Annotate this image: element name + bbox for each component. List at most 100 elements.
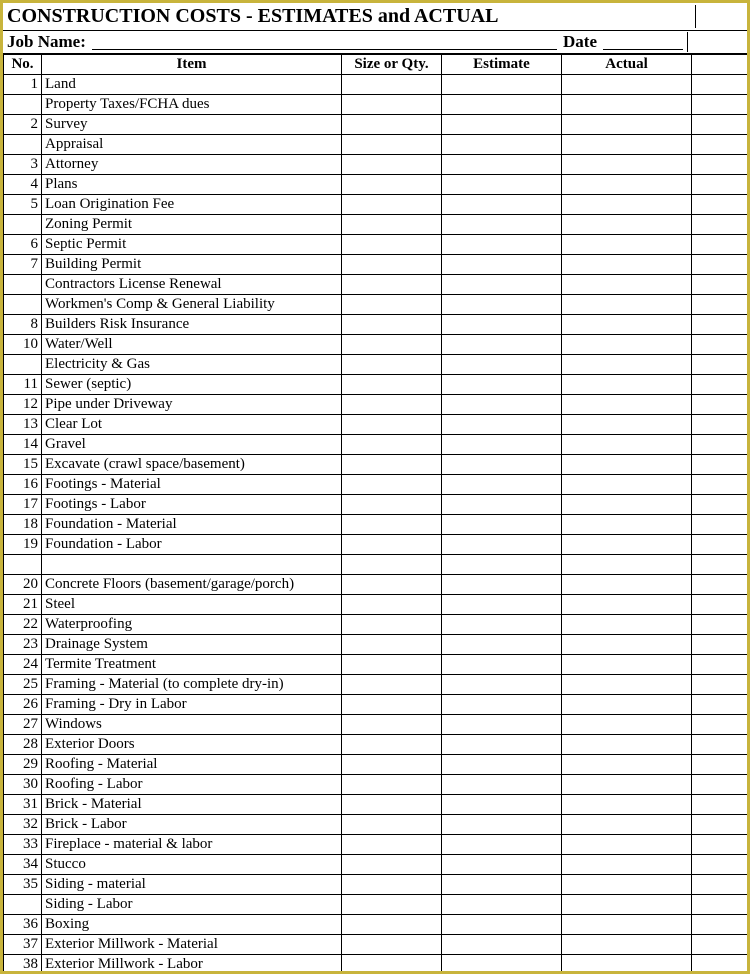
cell-estimate[interactable]	[442, 715, 562, 735]
cell-actual[interactable]	[562, 115, 692, 135]
cell-size[interactable]	[342, 655, 442, 675]
cell-size[interactable]	[342, 675, 442, 695]
cell-estimate[interactable]	[442, 955, 562, 974]
cell-actual[interactable]	[562, 335, 692, 355]
cell-actual[interactable]	[562, 455, 692, 475]
cell-estimate[interactable]	[442, 635, 562, 655]
cell-actual[interactable]	[562, 175, 692, 195]
cell-estimate[interactable]	[442, 775, 562, 795]
cell-size[interactable]	[342, 175, 442, 195]
cell-size[interactable]	[342, 95, 442, 115]
cell-actual[interactable]	[562, 795, 692, 815]
cell-estimate[interactable]	[442, 655, 562, 675]
cell-size[interactable]	[342, 315, 442, 335]
cell-actual[interactable]	[562, 755, 692, 775]
cell-estimate[interactable]	[442, 555, 562, 575]
cell-size[interactable]	[342, 335, 442, 355]
cell-size[interactable]	[342, 535, 442, 555]
cell-size[interactable]	[342, 415, 442, 435]
cell-estimate[interactable]	[442, 135, 562, 155]
cell-actual[interactable]	[562, 835, 692, 855]
cell-estimate[interactable]	[442, 835, 562, 855]
cell-actual[interactable]	[562, 275, 692, 295]
cell-estimate[interactable]	[442, 475, 562, 495]
cell-estimate[interactable]	[442, 275, 562, 295]
cell-actual[interactable]	[562, 655, 692, 675]
cell-actual[interactable]	[562, 95, 692, 115]
cell-actual[interactable]	[562, 815, 692, 835]
cell-actual[interactable]	[562, 715, 692, 735]
job-name-field[interactable]	[92, 35, 557, 50]
cell-estimate[interactable]	[442, 695, 562, 715]
cell-estimate[interactable]	[442, 435, 562, 455]
cell-size[interactable]	[342, 835, 442, 855]
cell-actual[interactable]	[562, 295, 692, 315]
cell-actual[interactable]	[562, 415, 692, 435]
cell-size[interactable]	[342, 615, 442, 635]
cell-estimate[interactable]	[442, 355, 562, 375]
cell-estimate[interactable]	[442, 335, 562, 355]
cell-size[interactable]	[342, 755, 442, 775]
cell-size[interactable]	[342, 695, 442, 715]
cell-actual[interactable]	[562, 135, 692, 155]
cell-actual[interactable]	[562, 355, 692, 375]
cell-estimate[interactable]	[442, 595, 562, 615]
cell-size[interactable]	[342, 275, 442, 295]
cell-size[interactable]	[342, 955, 442, 974]
cell-estimate[interactable]	[442, 375, 562, 395]
cell-estimate[interactable]	[442, 735, 562, 755]
cell-actual[interactable]	[562, 595, 692, 615]
cell-actual[interactable]	[562, 235, 692, 255]
cell-actual[interactable]	[562, 395, 692, 415]
cell-actual[interactable]	[562, 735, 692, 755]
cell-estimate[interactable]	[442, 95, 562, 115]
cell-actual[interactable]	[562, 635, 692, 655]
cell-estimate[interactable]	[442, 495, 562, 515]
cell-estimate[interactable]	[442, 155, 562, 175]
cell-estimate[interactable]	[442, 855, 562, 875]
cell-actual[interactable]	[562, 475, 692, 495]
cell-size[interactable]	[342, 395, 442, 415]
cell-actual[interactable]	[562, 195, 692, 215]
cell-estimate[interactable]	[442, 575, 562, 595]
cell-size[interactable]	[342, 715, 442, 735]
cell-size[interactable]	[342, 495, 442, 515]
cell-actual[interactable]	[562, 675, 692, 695]
cell-size[interactable]	[342, 375, 442, 395]
cell-actual[interactable]	[562, 615, 692, 635]
cell-estimate[interactable]	[442, 895, 562, 915]
cell-estimate[interactable]	[442, 175, 562, 195]
date-field[interactable]	[603, 35, 683, 50]
cell-estimate[interactable]	[442, 315, 562, 335]
cell-estimate[interactable]	[442, 75, 562, 95]
cell-estimate[interactable]	[442, 755, 562, 775]
cell-actual[interactable]	[562, 775, 692, 795]
cell-size[interactable]	[342, 255, 442, 275]
cell-actual[interactable]	[562, 955, 692, 974]
cell-size[interactable]	[342, 815, 442, 835]
cell-actual[interactable]	[562, 875, 692, 895]
cell-size[interactable]	[342, 855, 442, 875]
cell-actual[interactable]	[562, 935, 692, 955]
cell-size[interactable]	[342, 515, 442, 535]
cell-actual[interactable]	[562, 695, 692, 715]
cell-size[interactable]	[342, 935, 442, 955]
cell-size[interactable]	[342, 235, 442, 255]
cell-actual[interactable]	[562, 75, 692, 95]
cell-size[interactable]	[342, 735, 442, 755]
cell-estimate[interactable]	[442, 795, 562, 815]
cell-estimate[interactable]	[442, 815, 562, 835]
cell-size[interactable]	[342, 75, 442, 95]
cell-size[interactable]	[342, 115, 442, 135]
cell-estimate[interactable]	[442, 215, 562, 235]
cell-estimate[interactable]	[442, 415, 562, 435]
cell-actual[interactable]	[562, 555, 692, 575]
cell-estimate[interactable]	[442, 515, 562, 535]
cell-estimate[interactable]	[442, 455, 562, 475]
cell-estimate[interactable]	[442, 395, 562, 415]
cell-size[interactable]	[342, 875, 442, 895]
cell-size[interactable]	[342, 575, 442, 595]
cell-size[interactable]	[342, 435, 442, 455]
cell-actual[interactable]	[562, 215, 692, 235]
cell-size[interactable]	[342, 195, 442, 215]
